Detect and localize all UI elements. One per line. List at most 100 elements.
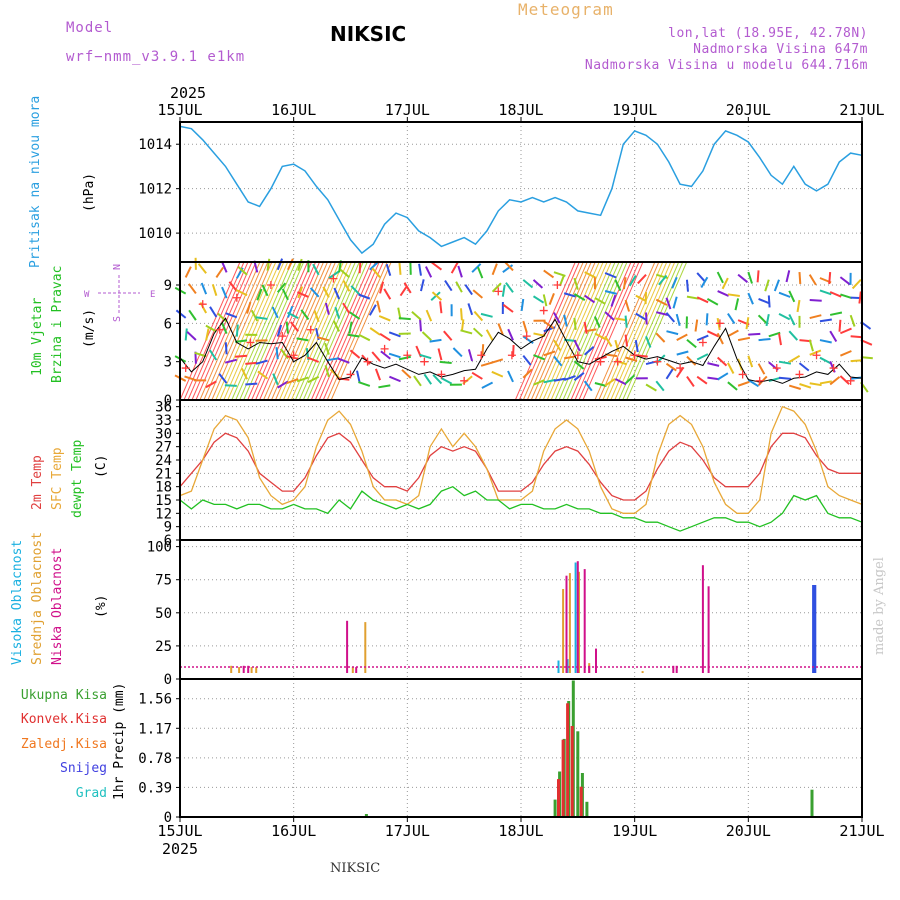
wind-arrow xyxy=(533,379,545,386)
wind-arrow xyxy=(520,298,525,312)
wind-arrow xyxy=(828,271,832,285)
wind-arrow xyxy=(271,306,279,319)
wind-hatch xyxy=(570,261,632,401)
wind-arrow xyxy=(716,332,724,345)
wind-arrow xyxy=(507,328,514,341)
wind-arrow xyxy=(808,274,817,286)
pressure-line xyxy=(179,125,863,255)
cloud-bar xyxy=(576,561,579,673)
precip-legend-2: Zaledj.Kisa xyxy=(20,737,107,752)
precip-legend-3: Snijeg xyxy=(60,761,107,776)
wind-arrow xyxy=(819,289,832,296)
gust-marker xyxy=(755,376,764,385)
wind-arrow xyxy=(455,281,463,293)
wind-arrow xyxy=(658,274,668,286)
wind-arrow xyxy=(778,360,792,365)
wind-arrow xyxy=(287,258,294,271)
y-tick-label: 1.17 xyxy=(138,721,172,737)
wind-arrow xyxy=(839,375,850,385)
model-elevation: Nadmorska Visina u modelu 644.716m xyxy=(584,58,868,73)
x-tick-label-top: 20JUL xyxy=(726,101,771,119)
wind-arrow xyxy=(553,339,562,351)
wind-arrow xyxy=(413,375,422,387)
x-tick-label-top: 18JUL xyxy=(498,101,543,119)
gust-marker xyxy=(522,332,531,341)
wind-hatch xyxy=(211,261,273,401)
wind-arrow xyxy=(473,310,484,322)
wind-arrow xyxy=(296,337,309,342)
wind-arrow xyxy=(533,354,546,361)
precip-bar xyxy=(561,739,565,817)
location-title: NIKSIC xyxy=(330,22,407,46)
wind-arrow xyxy=(266,258,271,271)
wind-hatch xyxy=(298,261,360,401)
wind-arrow xyxy=(765,313,770,327)
wind-arrow xyxy=(245,361,258,365)
gust-marker xyxy=(715,319,724,328)
wind-arrow xyxy=(594,382,607,387)
wind-arrow xyxy=(439,360,452,365)
wind-arrow xyxy=(467,349,474,362)
wind-arrow xyxy=(419,353,432,360)
gust-marker xyxy=(181,364,190,373)
gust-marker xyxy=(232,293,241,302)
wind-hatch xyxy=(546,261,608,401)
wind-arrow xyxy=(764,279,770,292)
gust-marker xyxy=(246,338,255,347)
wind-arrow xyxy=(788,290,796,303)
precip-bar xyxy=(553,799,557,817)
wind-arrow xyxy=(757,314,768,325)
wind-arrow xyxy=(398,262,402,275)
y-tick-label: 50 xyxy=(155,606,172,622)
wind-hatch xyxy=(235,261,297,401)
wind-arrow xyxy=(798,271,802,285)
y-tick-label: 21 xyxy=(155,466,172,482)
wind-arrow xyxy=(439,301,443,314)
wind-arrow xyxy=(716,317,721,331)
wind-arrow xyxy=(747,292,754,305)
wind-arrow xyxy=(706,297,719,306)
wind-arrow xyxy=(425,266,433,278)
wind-arrow xyxy=(460,308,463,321)
wind-arrow xyxy=(705,313,709,326)
wind-arrow xyxy=(383,288,392,300)
wind-arrow xyxy=(563,375,576,381)
wind-arrow xyxy=(665,312,676,323)
wind-arrow xyxy=(358,261,362,274)
wind-arrow xyxy=(257,370,269,380)
wind-arrow xyxy=(235,289,248,297)
wind-hatch xyxy=(314,261,376,401)
year-label-bottom: 2025 xyxy=(162,840,198,858)
cloud-bar xyxy=(565,575,568,673)
wind-arrow xyxy=(850,335,863,339)
wind-arrow xyxy=(584,294,596,304)
wind-arrow xyxy=(297,286,304,299)
wind-hatch xyxy=(610,261,672,401)
gust-marker xyxy=(613,357,622,366)
wind-arrow xyxy=(727,381,738,391)
wind-arrow xyxy=(716,356,728,367)
wind-arrow xyxy=(507,370,514,383)
compass-cross xyxy=(98,275,140,315)
wind-arrow xyxy=(324,342,330,355)
wind-arrow xyxy=(200,282,208,295)
wind-arrow xyxy=(778,333,782,346)
wind-arrow xyxy=(246,301,252,314)
x-tick-label-top: 19JUL xyxy=(612,101,657,119)
y-tick-label: 6 xyxy=(164,316,172,332)
wind-arrow xyxy=(645,312,648,325)
wind-arrow xyxy=(656,311,669,316)
wind-arrow xyxy=(829,330,838,343)
wind-arrow xyxy=(220,322,228,334)
wind-arrow xyxy=(573,317,577,331)
wind-hatch xyxy=(542,261,604,401)
wind-arrow xyxy=(502,264,514,274)
credit: made by Angel xyxy=(872,557,887,655)
gust-marker xyxy=(289,351,298,360)
y-tick-label: 6 xyxy=(164,533,172,549)
y-tick-label: 12 xyxy=(155,506,172,522)
wind-arrow xyxy=(849,314,856,327)
y-tick-label: 1010 xyxy=(138,226,172,242)
x-tick-label-top: 21JUL xyxy=(839,101,884,119)
